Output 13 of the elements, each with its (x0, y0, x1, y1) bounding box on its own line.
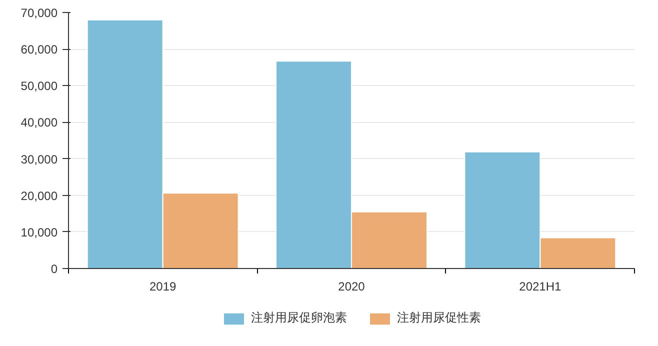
x-tick-label: 2019 (149, 280, 177, 294)
y-tick-label: 60,000 (20, 42, 58, 57)
y-tick-label: 70,000 (20, 6, 58, 20)
legend-label: 注射用尿促性素 (397, 310, 481, 326)
x-tick-label: 2021H1 (519, 280, 562, 294)
y-tick-label: 0 (50, 262, 58, 276)
legend-label: 注射用尿促卵泡素 (251, 310, 347, 326)
y-tick-label: 40,000 (20, 116, 58, 130)
y-tick-label: 20,000 (20, 188, 58, 203)
y-tick-label: 30,000 (20, 152, 58, 166)
y-tick-label: 10,000 (20, 225, 58, 240)
y-tick-label: 50,000 (20, 79, 58, 94)
x-tick-label: 2020 (338, 280, 366, 294)
